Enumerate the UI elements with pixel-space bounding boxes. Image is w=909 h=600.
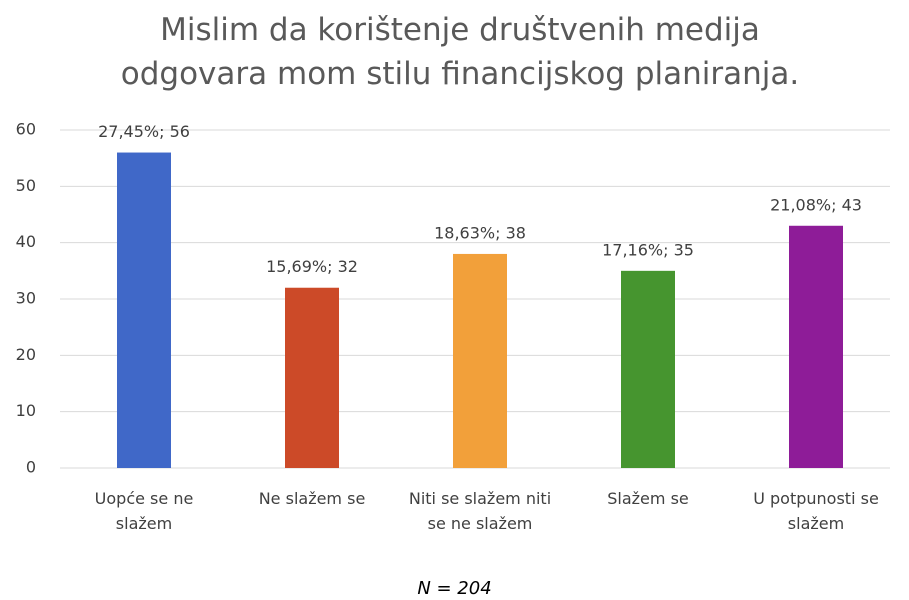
data-label: 27,45%; 56: [98, 122, 190, 141]
y-tick-label: 10: [16, 401, 36, 420]
y-tick-label: 60: [16, 120, 36, 139]
bar: [789, 225, 843, 468]
data-label: 15,69%; 32: [266, 257, 358, 276]
bar: [285, 287, 339, 468]
data-label: 17,16%; 35: [602, 240, 694, 259]
x-tick-label: Ne slažem se: [258, 489, 366, 508]
note: N = 204: [417, 578, 492, 599]
y-tick-label: 30: [16, 289, 36, 308]
y-tick-label: 50: [16, 176, 36, 195]
y-tick-label: 40: [16, 232, 36, 251]
data-label: 21,08%; 43: [770, 195, 862, 214]
bar: [453, 253, 507, 468]
x-tick-label: Niti se slažem niti se ne slažem: [408, 489, 552, 533]
x-tick-label: U potpunosti se slažem: [753, 489, 879, 533]
bar: [621, 270, 675, 468]
y-tick-label: 20: [16, 345, 36, 364]
x-tick-label: Uopće se ne slažem: [94, 489, 194, 533]
y-tick-label: 0: [26, 458, 36, 477]
chart-title: Mislim da korištenje društvenih medija o…: [120, 12, 800, 92]
data-label: 18,63%; 38: [434, 223, 526, 242]
x-tick-label: Slažem se: [607, 489, 689, 508]
bar: [117, 152, 171, 469]
